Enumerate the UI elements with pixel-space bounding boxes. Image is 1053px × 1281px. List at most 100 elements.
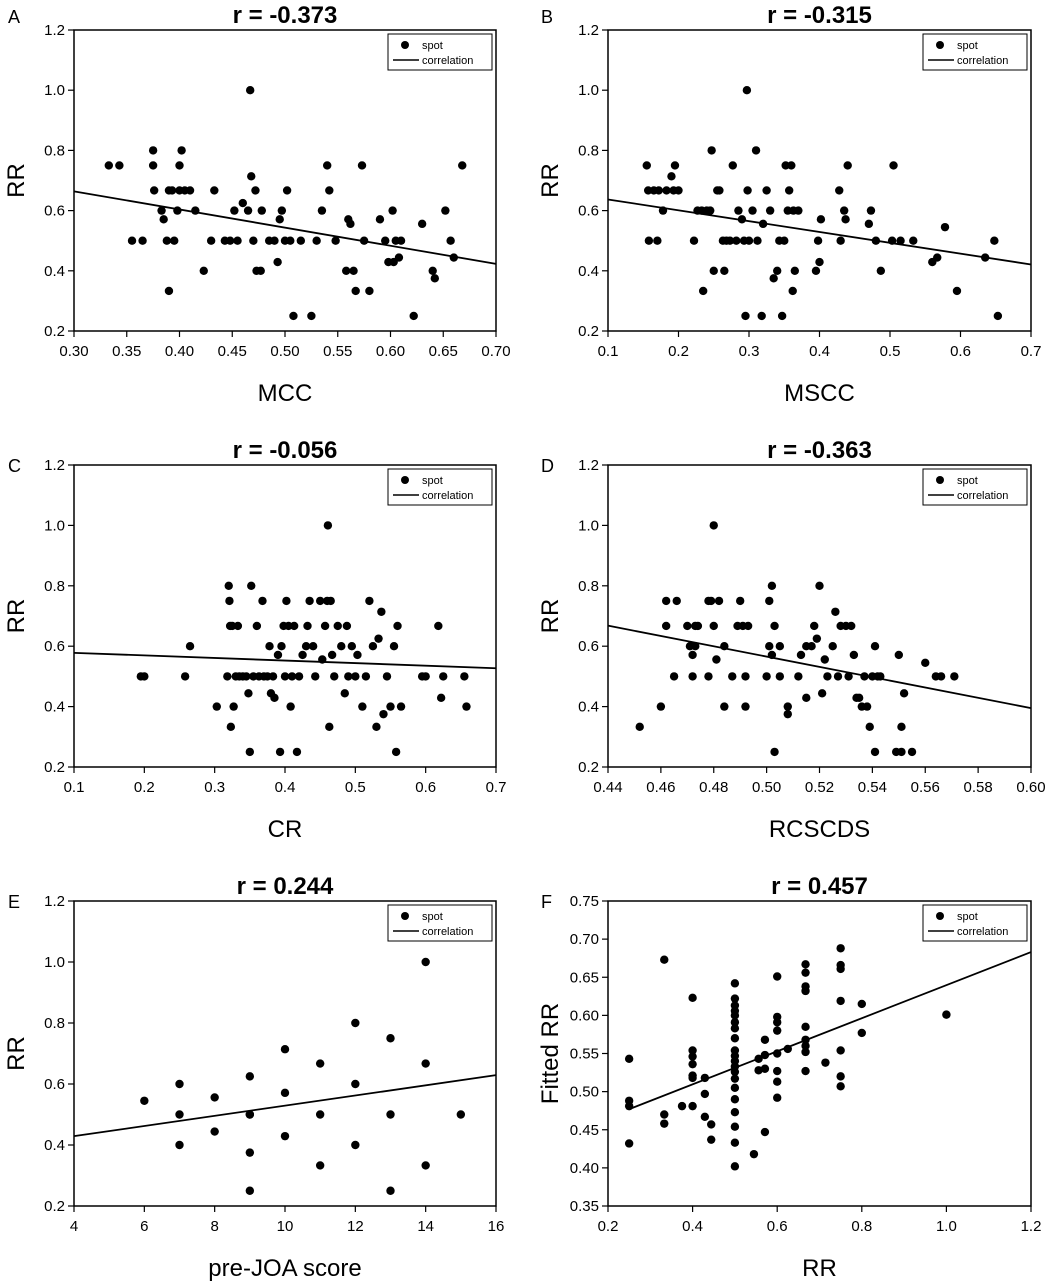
data-point bbox=[709, 521, 718, 530]
data-point bbox=[707, 1120, 716, 1129]
data-point bbox=[270, 236, 279, 245]
correlation-line bbox=[73, 651, 497, 670]
data-point bbox=[773, 1093, 782, 1102]
data-point bbox=[730, 1108, 740, 1117]
data-point bbox=[769, 274, 778, 283]
data-point bbox=[770, 621, 779, 631]
data-point bbox=[801, 960, 810, 969]
data-point bbox=[396, 236, 406, 245]
data-point bbox=[751, 146, 761, 155]
data-point bbox=[275, 747, 285, 757]
plot-frame bbox=[607, 900, 1032, 1207]
data-point bbox=[273, 257, 282, 267]
x-tick-label: 0.2 bbox=[134, 779, 155, 796]
data-point bbox=[353, 650, 362, 660]
y-tick-label: 0.65 bbox=[570, 969, 599, 986]
x-tick-label: 0.4 bbox=[809, 343, 830, 360]
data-point bbox=[735, 596, 745, 606]
x-tick-label: 0.7 bbox=[1021, 343, 1042, 360]
data-point bbox=[730, 1095, 740, 1104]
data-point bbox=[243, 206, 253, 215]
data-point bbox=[693, 621, 703, 631]
data-point bbox=[688, 1046, 697, 1055]
data-point bbox=[658, 206, 668, 215]
y-tick-label: 0.45 bbox=[570, 1122, 599, 1139]
legend-box bbox=[922, 33, 1028, 71]
data-point bbox=[720, 266, 729, 275]
data-point bbox=[386, 1110, 395, 1119]
data-point bbox=[365, 286, 374, 296]
legend-label-spot: spot bbox=[957, 40, 978, 52]
panel-letter: E bbox=[8, 892, 20, 912]
legend-label-correlation: correlation bbox=[422, 926, 473, 938]
data-point bbox=[700, 1089, 710, 1099]
data-point bbox=[706, 596, 716, 606]
data-point bbox=[952, 286, 962, 296]
data-point bbox=[351, 1018, 360, 1028]
x-tick-label: 0.44 bbox=[593, 779, 622, 796]
data-point bbox=[688, 1073, 697, 1083]
data-point bbox=[887, 236, 897, 245]
data-point bbox=[836, 1046, 845, 1055]
data-point bbox=[688, 993, 697, 1003]
y-tick-label: 0.4 bbox=[44, 263, 65, 280]
data-point bbox=[730, 1024, 740, 1033]
data-point bbox=[670, 161, 680, 170]
data-point bbox=[773, 972, 782, 981]
x-tick-label: 0.6 bbox=[415, 779, 436, 796]
x-tick-label: 0.60 bbox=[376, 343, 405, 360]
data-point bbox=[341, 266, 351, 275]
data-point bbox=[460, 672, 469, 681]
data-point bbox=[292, 747, 302, 757]
y-axis-label: RR bbox=[3, 1036, 30, 1071]
y-tick-label: 0.2 bbox=[44, 759, 65, 776]
data-point bbox=[753, 236, 762, 245]
data-point bbox=[247, 581, 256, 590]
data-point bbox=[831, 607, 840, 616]
y-axis-label: RR bbox=[3, 163, 30, 198]
plot-frame bbox=[73, 464, 497, 768]
data-point bbox=[730, 1074, 740, 1083]
data-point bbox=[157, 206, 166, 215]
legend-label-spot: spot bbox=[422, 911, 443, 923]
y-tick-label: 0.40 bbox=[570, 1160, 599, 1177]
legend: spot correlation bbox=[387, 904, 493, 942]
data-point bbox=[140, 1096, 149, 1105]
data-point bbox=[672, 596, 681, 606]
data-point bbox=[839, 206, 849, 215]
data-point bbox=[175, 1140, 184, 1150]
y-tick-label: 0.2 bbox=[44, 1198, 65, 1215]
y-axis-label: RR bbox=[537, 163, 564, 198]
data-point bbox=[389, 642, 399, 651]
legend-label-spot: spot bbox=[422, 475, 443, 487]
data-point bbox=[311, 672, 320, 681]
data-point bbox=[794, 672, 803, 681]
correlation-line bbox=[607, 198, 1032, 266]
y-tick-label: 0.2 bbox=[578, 759, 599, 776]
panel-letter: C bbox=[8, 456, 21, 476]
data-point bbox=[980, 253, 990, 262]
data-point bbox=[381, 236, 390, 245]
plot-frame bbox=[607, 464, 1032, 768]
data-point bbox=[712, 655, 721, 664]
x-tick-label: 0.48 bbox=[699, 779, 728, 796]
data-point bbox=[783, 1044, 792, 1054]
data-point bbox=[417, 219, 427, 229]
x-tick-label: 0.40 bbox=[165, 343, 194, 360]
data-point bbox=[148, 146, 158, 155]
data-point bbox=[871, 236, 881, 245]
chart-title: r = -0.315 bbox=[767, 2, 872, 29]
data-point bbox=[777, 311, 787, 321]
x-tick-label: 0.30 bbox=[59, 343, 88, 360]
data-point bbox=[741, 672, 750, 681]
data-point bbox=[347, 642, 357, 651]
data-point bbox=[783, 702, 792, 711]
y-tick-label: 0.8 bbox=[44, 578, 65, 595]
data-point bbox=[942, 1010, 951, 1019]
x-tick-label: 0.52 bbox=[805, 779, 834, 796]
data-point bbox=[238, 198, 247, 208]
data-point bbox=[357, 161, 367, 170]
x-tick-label: 14 bbox=[417, 1218, 434, 1235]
data-point bbox=[876, 672, 885, 681]
